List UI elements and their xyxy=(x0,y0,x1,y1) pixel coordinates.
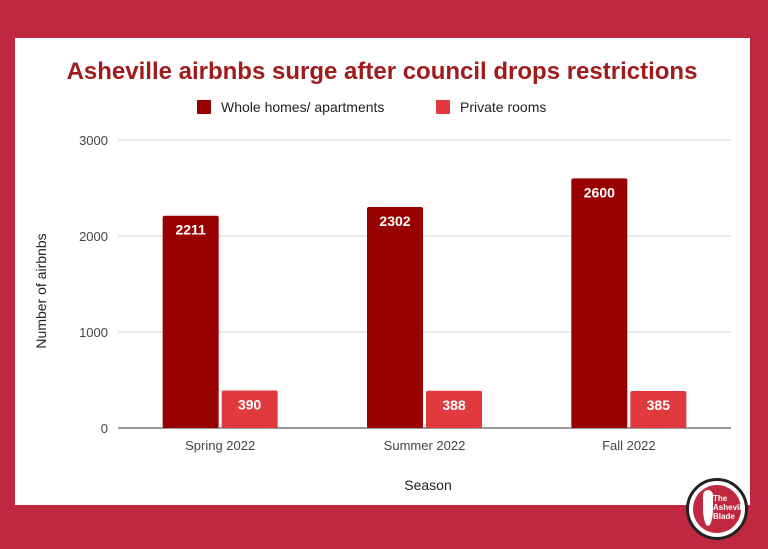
bar xyxy=(630,391,687,428)
chart-card: Asheville airbnbs surge after council dr… xyxy=(15,38,750,505)
data-label: 2302 xyxy=(379,213,410,229)
y-tick-label: 0 xyxy=(101,421,108,436)
x-tick-label: Spring 2022 xyxy=(185,438,255,453)
legend-label: Private rooms xyxy=(460,99,546,115)
bar-chart: Asheville airbnbs surge after council dr… xyxy=(33,58,731,493)
bar xyxy=(367,207,423,428)
data-label: 390 xyxy=(238,397,262,413)
x-axis-label: Season xyxy=(404,477,451,493)
legend-swatch xyxy=(436,100,450,114)
data-label: 2600 xyxy=(584,184,615,200)
y-tick-label: 3000 xyxy=(79,133,108,148)
bar xyxy=(571,178,628,428)
data-label: 388 xyxy=(442,397,466,413)
logo-text: The Asheville Blade xyxy=(713,494,748,521)
bar xyxy=(426,390,482,428)
legend-swatch xyxy=(197,100,211,114)
gridlines xyxy=(118,139,731,429)
legend: Whole homes/ apartments Private rooms xyxy=(197,99,546,115)
y-tick-label: 2000 xyxy=(79,229,108,244)
x-tick-label: Summer 2022 xyxy=(384,438,466,453)
y-tick-label: 1000 xyxy=(79,325,108,340)
data-label: 2211 xyxy=(175,222,206,238)
asheville-blade-logo: The Asheville Blade xyxy=(686,478,748,540)
bars: 2211 390 2302 388 2600 385 xyxy=(162,178,687,428)
x-tick-label: Fall 2022 xyxy=(602,438,655,453)
blade-icon xyxy=(703,490,713,526)
legend-label: Whole homes/ apartments xyxy=(221,99,384,115)
data-label: 385 xyxy=(647,397,671,413)
bar xyxy=(162,215,219,428)
logo-ring xyxy=(693,485,741,533)
bar xyxy=(221,390,278,428)
y-axis-ticks: 0 1000 2000 3000 xyxy=(79,133,108,436)
x-axis-ticks: Spring 2022 Summer 2022 Fall 2022 xyxy=(185,438,655,453)
y-axis-label: Number of airbnbs xyxy=(33,233,49,348)
chart-title: Asheville airbnbs surge after council dr… xyxy=(67,58,698,85)
